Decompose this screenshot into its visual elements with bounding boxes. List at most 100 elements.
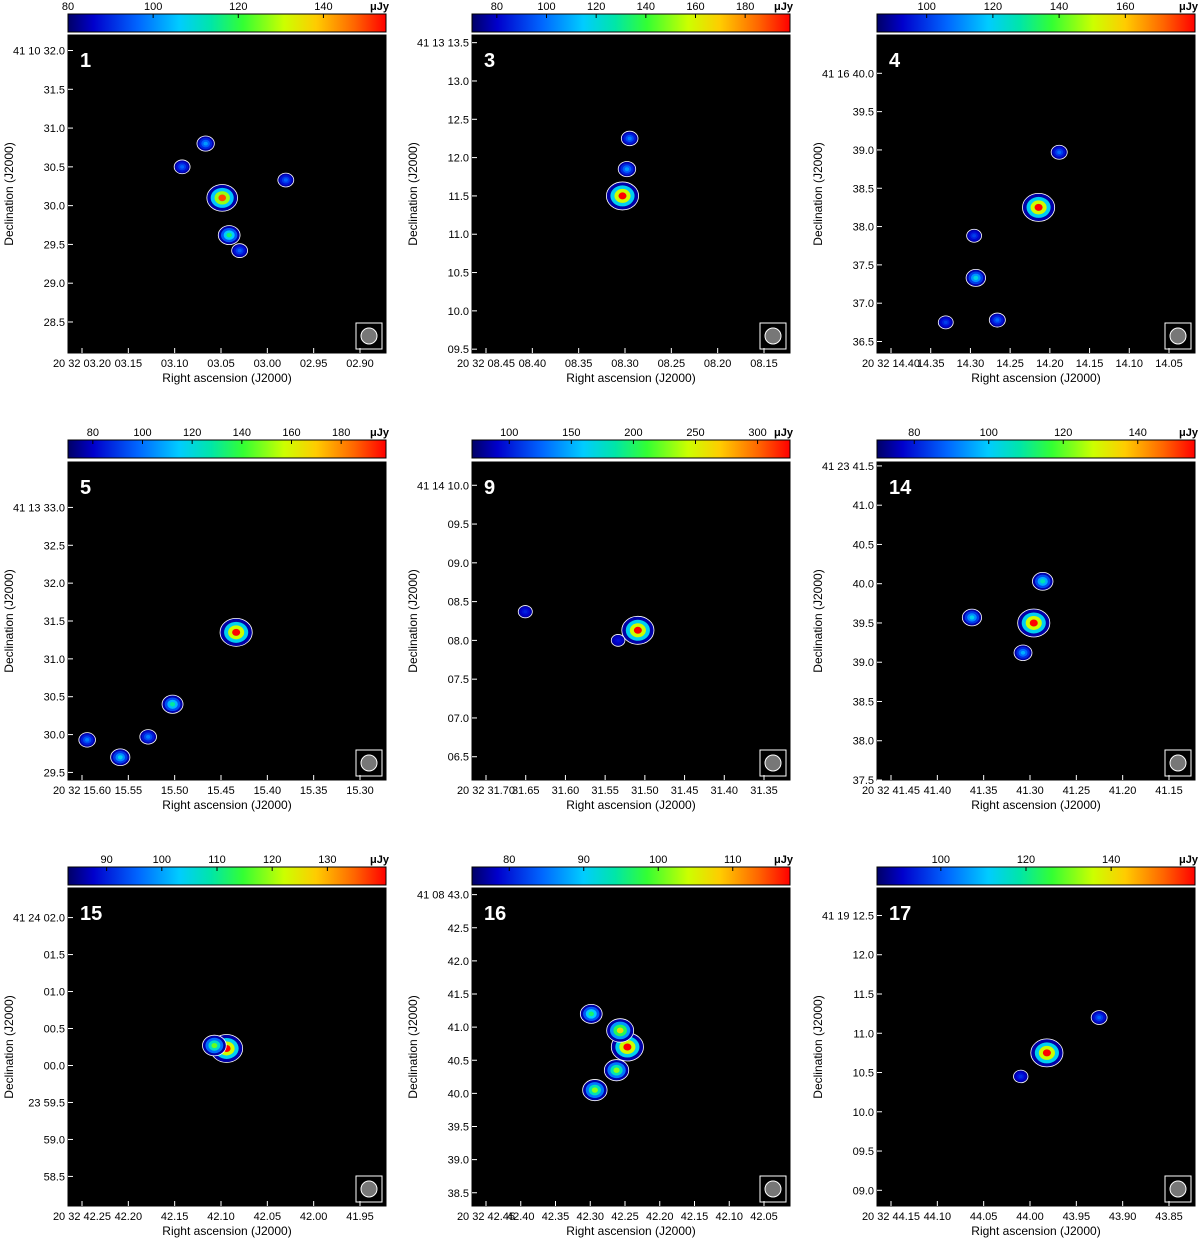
y-tick-label: 11.5 [853, 989, 874, 1001]
beam-ellipse [764, 327, 782, 345]
y-tick-label: 30.5 [44, 162, 65, 174]
colorbar-tick-label: 80 [491, 1, 503, 13]
y-tick-label: 42.0 [448, 956, 469, 968]
x-axis-label: Right ascension (J2000) [162, 1224, 291, 1238]
source-contour [1020, 650, 1026, 655]
colorbar-tick-label: 80 [908, 427, 920, 439]
x-tick-label: 31.60 [552, 785, 580, 797]
y-tick-label: 41 08 43.0 [417, 890, 469, 902]
y-tick-label: 29.5 [44, 239, 65, 251]
x-tick-label: 15.50 [161, 785, 189, 797]
y-tick-label: 41 24 02.0 [13, 913, 65, 925]
x-axis-label: Right ascension (J2000) [971, 1224, 1100, 1238]
y-tick-label: 38.0 [853, 222, 874, 234]
beam-ellipse [360, 754, 378, 772]
y-tick-label: 09.0 [448, 558, 469, 570]
y-axis-label: Declination (J2000) [406, 569, 420, 672]
source-contour [1057, 150, 1062, 154]
beam-box [759, 322, 787, 350]
x-tick-label: 31.55 [591, 785, 619, 797]
y-tick-label: 31.5 [44, 616, 65, 628]
colorbar-tick-label: 110 [724, 854, 742, 866]
x-tick-label: 43.90 [1109, 1211, 1137, 1223]
x-tick-label: 08.20 [704, 358, 732, 370]
y-tick-label: 32.5 [44, 540, 65, 552]
colorbar-tick-label: 140 [1129, 427, 1147, 439]
x-tick-label: 14.15 [1076, 358, 1104, 370]
colorbar-tick-label: 140 [637, 1, 655, 13]
colorbar-tick-label: 80 [503, 854, 515, 866]
y-tick-label: 37.0 [853, 298, 874, 310]
chart-panel-3: 80 100 120 140 160 180 μJy 3 20 32 08.45 08.40 08.… [406, 1, 794, 385]
x-axis-label: Right ascension (J2000) [971, 798, 1100, 812]
y-tick-label: 09.0 [853, 1185, 874, 1197]
y-tick-label: 12.0 [853, 950, 874, 962]
x-tick-label: 08.40 [519, 358, 547, 370]
beam-ellipse [1169, 754, 1187, 772]
x-tick-label: 20 32 08.45 [457, 358, 515, 370]
panel-id: 5 [80, 477, 91, 499]
x-tick-label: 20 32 03.20 [53, 358, 111, 370]
x-tick-label: 20 32 44.15 [862, 1211, 920, 1223]
y-tick-label: 58.5 [44, 1171, 65, 1183]
panel-id: 14 [889, 477, 912, 499]
colorbar-tick-label: 100 [153, 854, 171, 866]
source-contour [211, 1042, 218, 1049]
y-tick-label: 41.0 [448, 1022, 469, 1034]
x-tick-label: 20 32 31.70 [457, 785, 515, 797]
y-axis-label: Declination (J2000) [406, 142, 420, 245]
chart-panel-5: 80 100 120 140 160 180 μJy 5 20 32 15.60 15.55 15.… [2, 427, 390, 812]
source-contour [237, 248, 242, 253]
beam-box [759, 1175, 787, 1203]
y-tick-label: 06.5 [448, 752, 469, 764]
y-tick-label: 38.5 [853, 696, 874, 708]
x-axis-label: Right ascension (J2000) [162, 798, 291, 812]
x-tick-label: 03.05 [207, 358, 235, 370]
y-axis-label: Declination (J2000) [811, 142, 825, 245]
beam-box [1164, 749, 1192, 777]
source-contour [591, 1087, 598, 1093]
x-tick-label: 14.05 [1155, 358, 1183, 370]
x-tick-label: 15.55 [115, 785, 143, 797]
source-contour [943, 320, 948, 324]
x-tick-label: 41.30 [1016, 785, 1044, 797]
y-tick-label: 13.0 [448, 76, 469, 88]
y-tick-label: 12.0 [448, 153, 469, 165]
colorbar-tick-label: 80 [62, 1, 74, 13]
colorbar-tick-label: 160 [1116, 1, 1134, 13]
y-tick-label: 38.0 [853, 736, 874, 748]
x-tick-label: 08.25 [658, 358, 686, 370]
beam-ellipse [764, 754, 782, 772]
colorbar-tick-label: 110 [208, 854, 226, 866]
source-contour [1040, 579, 1046, 584]
beam-box [759, 749, 787, 777]
y-tick-label: 09.5 [853, 1146, 874, 1158]
panel-id: 9 [484, 477, 495, 499]
y-axis-label: Declination (J2000) [406, 995, 420, 1098]
colorbar-tick-label: 120 [984, 1, 1002, 13]
x-tick-label: 42.30 [576, 1211, 604, 1223]
colorbar-tick-label: 140 [1050, 1, 1068, 13]
source-contour [180, 165, 185, 169]
colorbar-unit: μJy [370, 427, 390, 439]
y-tick-label: 39.0 [853, 145, 874, 157]
y-tick-label: 12.5 [448, 114, 469, 126]
colorbar-tick-label: 150 [562, 427, 580, 439]
colorbar-unit: μJy [774, 854, 794, 866]
colorbar-tick-label: 130 [318, 854, 336, 866]
x-axis-label: Right ascension (J2000) [971, 371, 1100, 385]
x-tick-label: 08.30 [611, 358, 639, 370]
panel-id: 1 [80, 50, 91, 72]
y-tick-label: 41 19 12.5 [822, 910, 874, 922]
source-contour [523, 610, 528, 614]
colorbar-tick-label: 140 [233, 427, 251, 439]
source-contour [1097, 1015, 1102, 1020]
source-contour [203, 141, 208, 146]
colorbar-tick-label: 80 [87, 427, 99, 439]
colorbar-tick-label: 120 [229, 1, 247, 13]
colorbar-tick-label: 100 [537, 1, 555, 13]
x-tick-label: 08.35 [565, 358, 593, 370]
colorbar-tick-label: 100 [917, 1, 935, 13]
y-tick-label: 41 14 10.0 [417, 480, 469, 492]
